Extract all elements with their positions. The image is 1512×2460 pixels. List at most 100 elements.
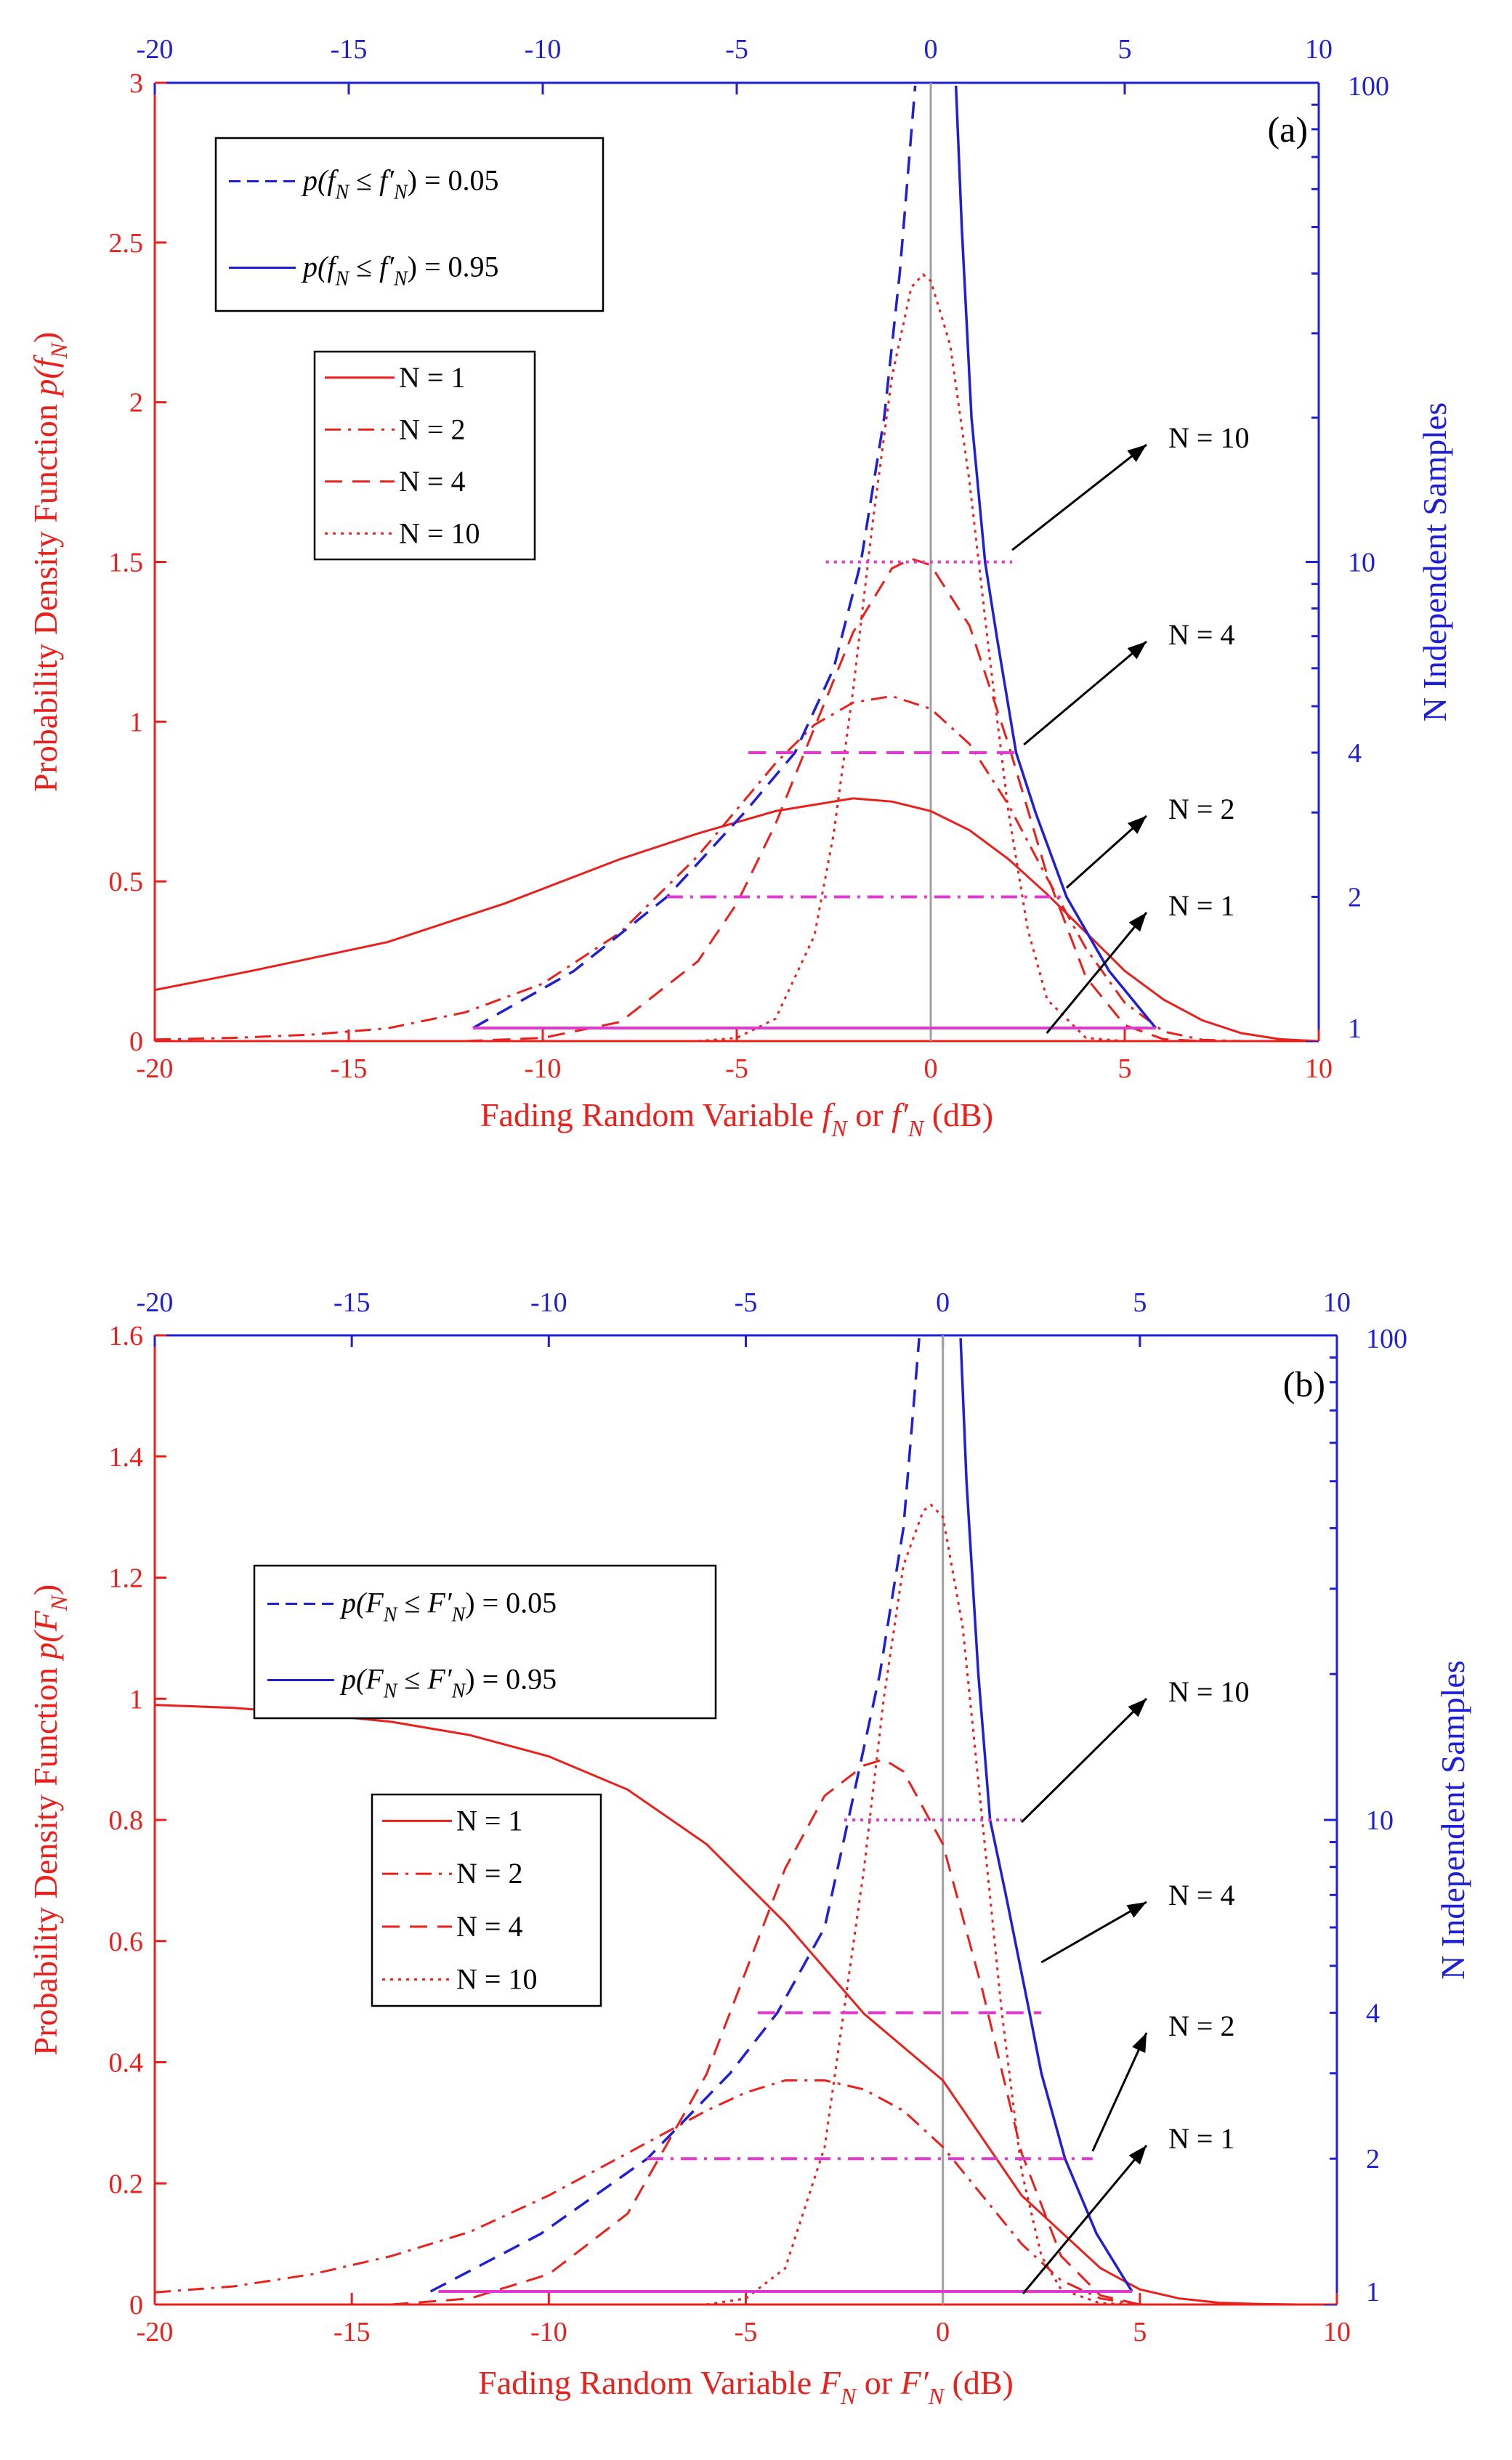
legend-text: ) = 0.95: [408, 251, 499, 283]
annotation-label: N = 10: [1168, 421, 1249, 454]
legend-n-label: N = 10: [456, 1963, 537, 1996]
legend-n-label: N = 2: [399, 413, 465, 445]
legend-sub: N: [451, 1680, 466, 1703]
y-tick-label-right: 100: [1366, 1324, 1407, 1354]
annotation-arrow: [1011, 443, 1147, 551]
y-tick-label-right: 100: [1348, 71, 1389, 102]
y-title-sym: p(F: [27, 1610, 64, 1661]
y-axis-title-right: N Independent Samples: [1434, 1660, 1471, 1979]
legend-n-label: N = 4: [456, 1910, 522, 1943]
legend-n-box: [313, 350, 536, 561]
ci-curve-lower: [472, 85, 917, 1029]
legend-text: ) = 0.05: [465, 1587, 557, 1619]
y-axis-title-left: Probability Density Function p(FN): [27, 1585, 72, 2056]
x-tick-label-top: -15: [333, 1287, 371, 1318]
pdf-curve-n4: [465, 557, 1202, 1041]
x-title-sub: N: [907, 1115, 925, 1141]
x-title-text: (dB): [944, 2364, 1014, 2401]
x-tick-label-top: -5: [735, 1287, 758, 1318]
y-axis-title-right: N Independent Samples: [1416, 402, 1453, 721]
y-title-sub: N: [46, 1594, 72, 1611]
y-title-text: Probability Density Function: [27, 1659, 64, 2056]
x-title-sub: N: [830, 1115, 848, 1141]
legend-sub: N: [393, 268, 408, 291]
y-tick-label-left: 1: [129, 707, 143, 737]
legend-text: ≤: [397, 1663, 427, 1696]
x-title-text: or: [856, 2364, 900, 2401]
x-axis-title: Fading Random Variable fN or f′N (dB): [480, 1096, 993, 1141]
x-tick-label: -10: [530, 2317, 567, 2347]
pdf-curve-n2: [155, 695, 1242, 1041]
y-tick-label-left: 1.5: [109, 548, 144, 578]
chart-panel-a: -20-20-15-15-10-10-5-50055101000.511.522…: [27, 34, 1453, 1141]
x-tick-label-top: 5: [1118, 34, 1132, 65]
y-tick-label-left: 0.5: [109, 867, 144, 897]
y-tick-label-right: 2: [1366, 2144, 1380, 2174]
pdf-curve-n1: [155, 1704, 1337, 2305]
y-tick-label-right: 10: [1366, 1805, 1394, 1836]
legend-n-label: N = 1: [399, 361, 465, 394]
annotation-arrow: [1023, 640, 1147, 746]
y-tick-label-left: 0.4: [109, 2048, 144, 2079]
legend-sub: N: [393, 182, 408, 204]
panel-label: (a): [1268, 109, 1309, 150]
panel-label: (b): [1283, 1364, 1325, 1404]
legend-text: ≤: [349, 251, 379, 283]
annotation-arrow: [1040, 1901, 1147, 1964]
legend-ci-box: [214, 137, 605, 312]
y-tick-label-left: 1.2: [109, 1563, 144, 1594]
legend-sub: N: [383, 1604, 398, 1627]
x-title-sym: F′: [900, 2364, 929, 2401]
y-tick-label-left: 0: [129, 2290, 143, 2321]
legend-n-label: N = 4: [399, 465, 465, 498]
x-tick-label-top: -10: [530, 1287, 567, 1318]
x-tick-label: 0: [924, 1053, 938, 1084]
arrow-head: [1128, 2145, 1147, 2165]
legend-ci-label: p(FN ≤ F′N) = 0.95: [339, 1663, 557, 1703]
y-title-right-text: N Independent Samples: [1434, 1660, 1471, 1979]
y-tick-label-left: 0.2: [109, 2169, 144, 2199]
chart-panel-b: -20-20-15-15-10-10-5-50055101000.20.40.6…: [27, 1287, 1471, 2409]
x-tick-label-top: -10: [525, 34, 562, 65]
x-title-sym: f′: [892, 1096, 909, 1133]
annotation-label: N = 1: [1168, 2122, 1234, 2155]
x-tick-label-top: 10: [1323, 1287, 1351, 1318]
x-tick-label-top: -20: [137, 1287, 174, 1318]
arrow-head: [1127, 445, 1147, 462]
y-tick-label-left: 0.8: [109, 1805, 144, 1836]
ci-curve-upper: [954, 85, 1157, 1029]
x-tick-label: 5: [1133, 2317, 1147, 2347]
x-tick-label: -10: [525, 1053, 562, 1084]
y-title-text: ): [27, 332, 64, 343]
y-tick-label-left: 0.6: [109, 1927, 144, 1957]
x-tick-label: 10: [1323, 2317, 1351, 2347]
legend-text: F′: [426, 1663, 452, 1696]
y-tick-label-right: 10: [1348, 548, 1375, 578]
x-tick-label: 0: [936, 2317, 950, 2347]
legend-text: p(: [339, 1587, 368, 1619]
pdf-curve-n1: [155, 797, 1319, 1041]
y-title-sub: N: [46, 341, 72, 359]
pdf-curve-n2: [155, 2079, 1141, 2305]
y-title-text: ): [27, 1585, 64, 1595]
legend-text: f′: [379, 251, 395, 283]
legend-text: F: [365, 1587, 384, 1619]
legend-text: ≤: [349, 164, 379, 197]
x-tick-label-top: -5: [725, 34, 748, 65]
x-tick-label-top: -20: [137, 34, 174, 65]
annotation-label: N = 4: [1168, 618, 1234, 651]
y-title-text: Probability Density Function: [27, 396, 64, 793]
annotation-arrow: [1021, 1697, 1148, 1824]
x-tick-label-top: 0: [936, 1287, 950, 1318]
x-tick-label-top: 5: [1133, 1287, 1147, 1318]
y-tick-label-left: 1.4: [109, 1442, 144, 1473]
x-title-text: Fading Random Variable: [478, 2364, 820, 2401]
annotation-label: N = 2: [1168, 2010, 1234, 2042]
legend-n-label: N = 10: [399, 517, 480, 549]
legend-text: ) = 0.05: [408, 164, 499, 197]
legend-ci-label: p(fN ≤ f′N) = 0.05: [301, 164, 499, 204]
x-tick-label: -20: [137, 1053, 174, 1084]
legend-sub: N: [451, 1604, 466, 1627]
x-title-sub: N: [928, 2383, 945, 2409]
